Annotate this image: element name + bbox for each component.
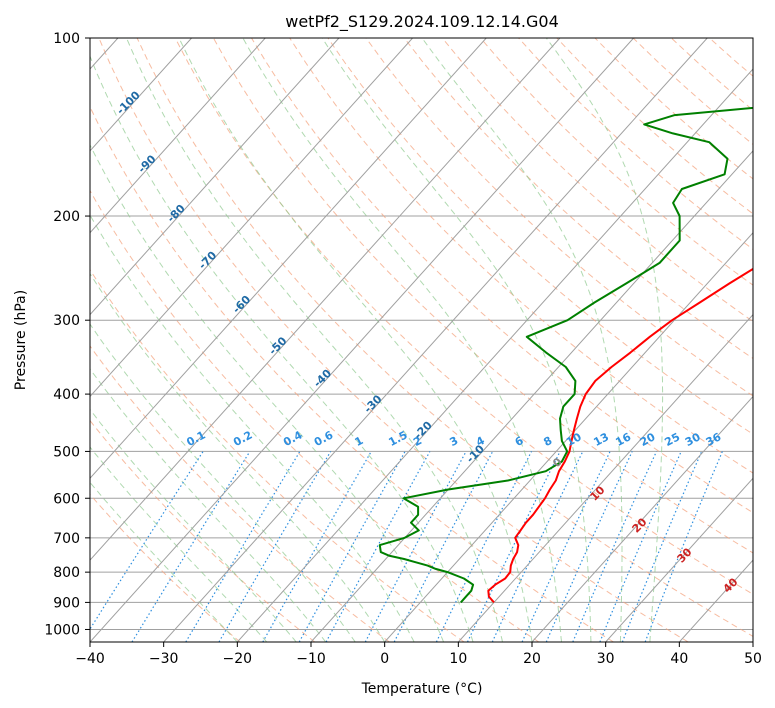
y-tick-label: 100 <box>53 31 80 47</box>
x-tick-label: 20 <box>523 651 541 667</box>
background-lines <box>90 38 753 642</box>
mixing-ratio-label: 36 <box>704 430 724 449</box>
moist-adiabat <box>90 54 474 642</box>
y-tick-label: 700 <box>53 531 80 547</box>
plot-frame <box>89 37 754 643</box>
isotherm <box>90 38 487 480</box>
y-tick-label: 200 <box>53 209 80 225</box>
x-tick-label: 50 <box>744 651 762 667</box>
isotherm <box>310 150 753 642</box>
moist-adiabat <box>545 38 664 642</box>
mixing-ratio-label: 10 <box>564 430 584 449</box>
dry-adiabat <box>251 38 753 514</box>
dry-adiabat <box>327 38 753 435</box>
x-tick-label: −30 <box>149 651 179 667</box>
mixing-ratio-line <box>545 451 633 642</box>
x-tick-label: 30 <box>597 651 615 667</box>
dry-adiabat <box>90 268 465 642</box>
dry-adiabat <box>90 419 316 642</box>
isotherm <box>90 38 561 561</box>
mixing-ratio-line <box>262 451 372 642</box>
isotherm <box>605 477 753 642</box>
x-axis-ticks: −40 −30 −20 −10 0 10 20 30 40 50 <box>75 642 762 667</box>
y-tick-label: 300 <box>53 313 80 329</box>
mixing-ratio-label: 25 <box>663 430 683 449</box>
isotherm <box>90 38 340 316</box>
dry-adiabat <box>365 38 753 397</box>
isotherm <box>163 38 708 642</box>
moist-adiabat <box>90 481 238 642</box>
dewpoint-profile <box>378 106 753 604</box>
y-tick-label: 800 <box>53 565 80 581</box>
isotherm <box>384 231 753 642</box>
isotherm <box>90 38 266 234</box>
profile-lines <box>378 106 753 604</box>
isotherm <box>236 68 753 642</box>
mixing-ratio-line <box>435 451 533 642</box>
y-tick-label: 600 <box>53 491 80 507</box>
x-tick-label: 0 <box>380 651 389 667</box>
mixing-ratio-label: 30 <box>683 430 703 449</box>
mixing-ratio-line <box>621 451 703 642</box>
dry-adiabat <box>403 38 753 360</box>
moist-adiabat <box>90 143 445 642</box>
x-axis-title: Temperature (°C) <box>361 681 483 697</box>
x-tick-label: 40 <box>670 651 688 667</box>
mixing-ratio-label: 20 <box>638 430 658 449</box>
x-tick-label: −10 <box>296 651 326 667</box>
y-tick-label: 500 <box>53 444 80 460</box>
dry-adiabat <box>90 189 540 642</box>
isotherm <box>90 38 192 152</box>
moist-adiabat <box>321 38 592 642</box>
dry-adiabat <box>174 38 753 595</box>
mixing-ratio-label: 16 <box>614 430 634 449</box>
mixing-ratio-line <box>644 451 723 642</box>
mixing-ratio-label: 13 <box>591 430 611 449</box>
moist-adiabat <box>90 368 327 642</box>
y-tick-label: 400 <box>53 387 80 403</box>
moist-adiabat <box>90 408 297 642</box>
moist-adiabat <box>90 446 268 642</box>
mixing-ratio-line <box>90 451 204 631</box>
dry-adiabat <box>212 38 753 554</box>
moist-adiabat <box>242 38 562 642</box>
mixing-ratio-line <box>572 451 658 642</box>
y-axis-title: Pressure (hPa) <box>13 290 29 390</box>
x-tick-label: −40 <box>75 651 105 667</box>
moist-adiabat <box>178 38 533 642</box>
x-tick-label: −20 <box>223 651 253 667</box>
isotherm <box>457 313 753 642</box>
mixing-ratio-line <box>298 451 406 642</box>
mixing-ratio-line <box>325 451 431 642</box>
mixing-ratio-line <box>599 451 682 642</box>
dry-adiabat <box>289 38 753 474</box>
x-tick-label: 10 <box>449 651 467 667</box>
dry-adiabat <box>441 38 753 323</box>
temperature-profile <box>487 267 753 604</box>
y-tick-label: 1000 <box>44 622 80 638</box>
y-axis-ticks: 100 200 300 400 500 600 700 800 900 1000 <box>44 31 90 638</box>
chart-title: wetPf2_S129.2024.109.12.14.G04 <box>285 12 559 32</box>
moist-adiabat <box>421 38 623 642</box>
isotherm <box>531 395 753 642</box>
isotherm <box>90 38 413 398</box>
moist-adiabat <box>90 323 356 642</box>
dry-adiabat <box>90 493 241 642</box>
y-tick-label: 900 <box>53 595 80 611</box>
dry-adiabat <box>90 105 614 642</box>
moist-adiabat <box>90 272 386 642</box>
isotherm <box>90 38 634 642</box>
